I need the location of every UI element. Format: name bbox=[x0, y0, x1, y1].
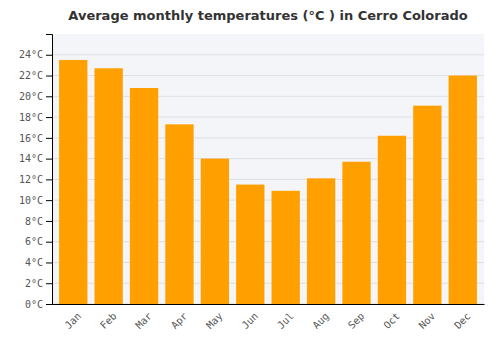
y-tick-label: 12°C bbox=[19, 174, 43, 185]
y-tick-mark bbox=[46, 242, 52, 243]
y-tick-label: 22°C bbox=[19, 70, 43, 81]
x-tick: Jun bbox=[240, 310, 261, 331]
y-axis-line bbox=[46, 35, 53, 305]
grid bbox=[52, 55, 484, 304]
y-tick-label: 18°C bbox=[19, 112, 43, 123]
x-tick-label: Feb bbox=[98, 310, 119, 331]
bar bbox=[307, 178, 335, 304]
x-tick: Nov bbox=[417, 310, 438, 331]
x-tick-label: Mar bbox=[133, 310, 154, 331]
x-tick: Feb bbox=[98, 310, 119, 331]
bar bbox=[165, 124, 193, 304]
bar bbox=[449, 76, 477, 304]
y-axis: 0°C 2°C 4°C 6°C 8°C 10°C 12°C 14°C 16°C 18°C 20°C 2… bbox=[19, 35, 53, 310]
y-tick: 0°C bbox=[25, 299, 52, 310]
bar bbox=[94, 68, 122, 304]
y-tick-mark bbox=[46, 304, 52, 305]
y-tick-label: 6°C bbox=[25, 236, 43, 247]
x-tick: Apr bbox=[169, 310, 190, 331]
x-tick-label: Aug bbox=[310, 310, 331, 331]
x-tick: Oct bbox=[381, 310, 402, 331]
chart: 0°C 2°C 4°C 6°C 8°C 10°C 12°C 14°C 16°C 18°C 20°C 2… bbox=[0, 0, 500, 350]
grid-line bbox=[52, 54, 484, 55]
x-tick: May bbox=[204, 310, 225, 331]
bar bbox=[236, 185, 264, 304]
y-tick-label: 8°C bbox=[25, 216, 43, 227]
y-tick-label: 2°C bbox=[25, 278, 43, 289]
y-tick-mark bbox=[46, 283, 52, 284]
y-tick-label: 0°C bbox=[25, 299, 43, 310]
y-tick: 12°C bbox=[19, 174, 52, 185]
y-tick: 4°C bbox=[25, 257, 52, 268]
x-tick-label: Dec bbox=[452, 310, 473, 331]
x-axis: Jan Feb Mar Apr May Jun Jul Aug Sep Oct Nov Dec bbox=[53, 305, 485, 331]
bar bbox=[342, 162, 370, 304]
x-axis-line bbox=[53, 304, 485, 305]
x-tick-label: Jan bbox=[63, 310, 84, 331]
bar bbox=[130, 88, 158, 304]
y-tick-mark bbox=[46, 221, 52, 222]
x-tick: Jul bbox=[275, 310, 296, 331]
x-tick-label: Nov bbox=[417, 310, 438, 331]
y-tick: 10°C bbox=[19, 195, 52, 206]
bar bbox=[201, 159, 229, 304]
y-tick-label: 16°C bbox=[19, 133, 43, 144]
x-tick: Dec bbox=[452, 310, 473, 331]
y-tick: 6°C bbox=[25, 236, 52, 247]
x-tick: Mar bbox=[133, 310, 154, 331]
y-tick-label: 10°C bbox=[19, 195, 43, 206]
y-tick-mark bbox=[46, 262, 52, 263]
y-tick-label: 4°C bbox=[25, 257, 43, 268]
y-tick-mark bbox=[46, 179, 52, 180]
bar bbox=[413, 106, 441, 304]
y-tick-label: 24°C bbox=[19, 49, 43, 60]
y-tick: 24°C bbox=[19, 49, 52, 60]
y-tick: 2°C bbox=[25, 278, 52, 289]
x-tick-label: Oct bbox=[381, 310, 402, 331]
plot-area bbox=[52, 34, 484, 304]
y-tick-mark bbox=[46, 76, 52, 77]
y-tick-label: 14°C bbox=[19, 153, 43, 164]
y-tick-mark bbox=[46, 159, 52, 160]
y-tick-mark bbox=[46, 55, 52, 56]
x-tick: Jan bbox=[63, 310, 84, 331]
x-tick: Aug bbox=[310, 310, 331, 331]
y-tick-mark bbox=[46, 96, 52, 97]
y-tick: 20°C bbox=[19, 91, 52, 102]
y-tick: 16°C bbox=[19, 133, 52, 144]
x-tick-label: Apr bbox=[169, 310, 190, 331]
y-tick-label: 20°C bbox=[19, 91, 43, 102]
x-tick-label: Jul bbox=[275, 310, 296, 331]
x-tick-label: Jun bbox=[240, 310, 261, 331]
title: Average monthly temperatures (°C ) in Ce… bbox=[68, 8, 467, 23]
bar bbox=[59, 60, 87, 304]
y-tick-mark bbox=[46, 138, 52, 139]
y-tick: 22°C bbox=[19, 70, 52, 81]
x-tick-label: Sep bbox=[346, 310, 367, 331]
bar bbox=[378, 136, 406, 304]
bars bbox=[59, 60, 477, 304]
y-tick-mark bbox=[46, 117, 52, 118]
bar bbox=[272, 191, 300, 304]
y-tick: 8°C bbox=[25, 216, 52, 227]
y-tick-mark bbox=[46, 200, 52, 201]
y-tick: 18°C bbox=[19, 112, 52, 123]
y-tick: 14°C bbox=[19, 153, 52, 164]
x-tick: Sep bbox=[346, 310, 367, 331]
x-tick-label: May bbox=[204, 310, 225, 331]
